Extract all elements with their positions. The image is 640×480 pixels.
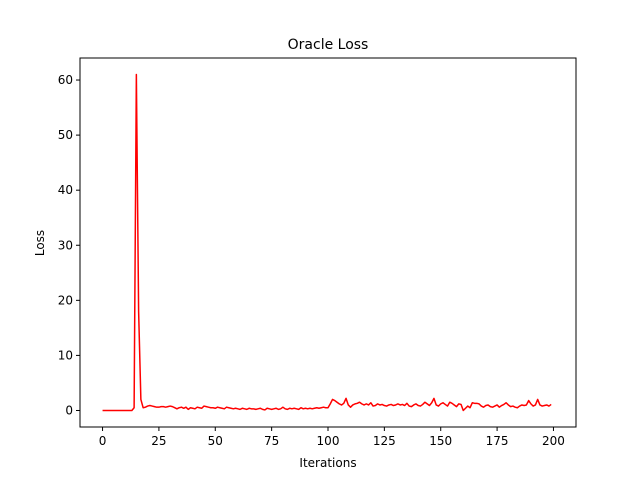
y-tick-label: 10: [58, 348, 73, 362]
y-tick-label: 60: [58, 73, 73, 87]
x-axis: 0 25 50 75 100 125 150 175 200: [99, 427, 565, 448]
y-tick-label: 30: [58, 238, 73, 252]
x-tick-label: 75: [264, 434, 279, 448]
x-tick-label: 25: [151, 434, 166, 448]
plot-frame: [79, 57, 577, 428]
x-tick-label: 175: [486, 434, 509, 448]
chart-title: Oracle Loss: [288, 37, 369, 53]
y-axis-label: Loss: [33, 230, 47, 256]
x-tick-label: 100: [317, 434, 340, 448]
y-tick-label: 0: [65, 403, 73, 417]
y-axis: 0 10 20 30 40 50 60: [58, 73, 80, 417]
x-axis-label: Iterations: [299, 456, 356, 470]
y-tick-label: 40: [58, 183, 73, 197]
x-tick-label: 0: [99, 434, 107, 448]
x-tick-label: 150: [429, 434, 452, 448]
loss-series-line: [102, 73, 552, 412]
x-tick-label: 200: [542, 434, 565, 448]
series-layer: [102, 73, 552, 412]
y-tick-label: 50: [58, 128, 73, 142]
y-tick-label: 20: [58, 293, 73, 307]
x-tick-label: 125: [373, 434, 396, 448]
x-tick-label: 50: [208, 434, 223, 448]
